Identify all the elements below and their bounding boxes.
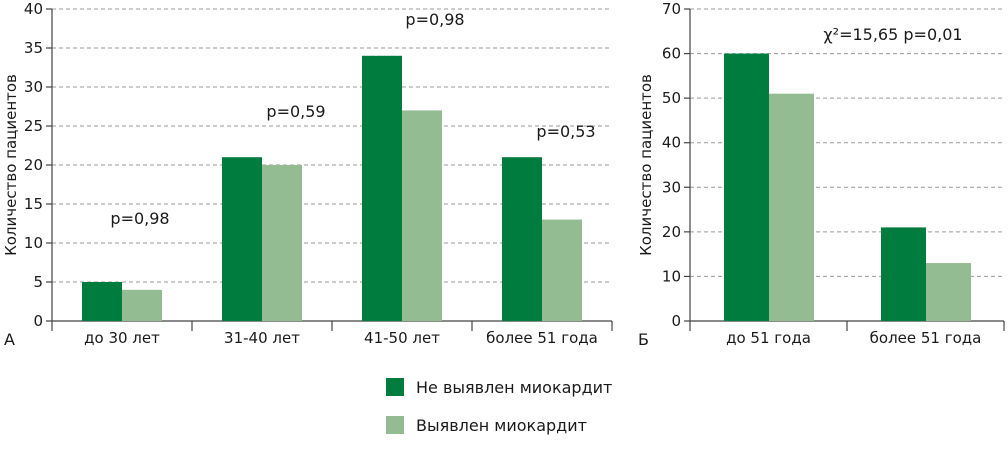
bar-not-detected <box>881 227 926 321</box>
bar-not-detected <box>82 282 122 321</box>
legend-label: Выявлен миокардит <box>416 415 587 435</box>
y-tick-label: 70 <box>662 0 681 18</box>
y-axis-label-b: Количество пациентов <box>637 74 655 256</box>
y-tick-label: 0 <box>33 312 43 330</box>
bar-detected <box>122 289 162 321</box>
legend-item-not-detected: Не выявлен миокардит <box>386 376 612 398</box>
p-value-annotation: p=0,59 <box>266 102 325 121</box>
y-tick-label: 30 <box>662 178 681 196</box>
y-tick-label: 30 <box>24 78 43 96</box>
x-category-label: до 51 года <box>726 329 811 347</box>
legend-label: Не выявлен миокардит <box>416 377 613 397</box>
legend-item-detected: Выявлен миокардит <box>386 414 612 436</box>
p-value-annotation: p=0,98 <box>405 10 464 29</box>
bar-not-detected <box>222 157 262 321</box>
x-category-label: 31-40 лет <box>224 329 300 347</box>
y-tick-label: 15 <box>24 195 43 213</box>
chart-panel-b: Количество пациентов Б 0 10 20 30 40 50 60 70 до… <box>637 0 1005 349</box>
bar-not-detected <box>502 157 542 321</box>
chart-panel-a: Количество пациентов А 0 5 10 15 20 25 30 35 40 д… <box>2 0 613 349</box>
p-value-annotation: p=0,53 <box>536 122 595 141</box>
bar-not-detected <box>362 55 402 322</box>
y-tick-label: 20 <box>662 223 681 241</box>
y-tick-label: 20 <box>24 156 43 174</box>
legend-swatch <box>386 416 404 434</box>
y-tick-label: 0 <box>671 312 681 330</box>
bar-detected <box>769 93 814 321</box>
x-category-label: 41-50 лет <box>364 329 440 347</box>
y-tick-label: 5 <box>33 273 43 291</box>
y-axis-label-a: Количество пациентов <box>2 74 20 256</box>
y-tick-label: 35 <box>24 39 43 57</box>
panel-label-b: Б <box>638 330 649 349</box>
p-value-annotation: p=0,98 <box>110 209 169 228</box>
y-tick-label: 50 <box>662 89 681 107</box>
chart-canvas: Количество пациентов А 0 5 10 15 20 25 30 35 40 д… <box>2 0 1005 349</box>
bar-not-detected <box>724 53 769 321</box>
p-value-annotation: χ²=15,65 p=0,01 <box>823 25 962 44</box>
x-category-label: более 51 года <box>870 329 982 347</box>
y-tick-label: 25 <box>24 117 43 135</box>
bar-detected <box>402 110 442 322</box>
legend: Не выявлен миокардит Выявлен миокардит <box>386 376 612 452</box>
y-tick-label: 10 <box>662 267 681 285</box>
y-tick-label: 40 <box>662 134 681 152</box>
bar-detected <box>926 263 971 321</box>
y-tick-label: 10 <box>24 234 43 252</box>
x-category-label: более 51 года <box>486 329 598 347</box>
panel-label-a: А <box>4 330 15 349</box>
bar-detected <box>262 165 302 321</box>
bar-detected <box>542 219 582 321</box>
y-tick-label: 60 <box>662 45 681 63</box>
legend-swatch <box>386 378 404 396</box>
y-tick-label: 40 <box>24 0 43 18</box>
x-category-label: до 30 лет <box>84 329 160 347</box>
